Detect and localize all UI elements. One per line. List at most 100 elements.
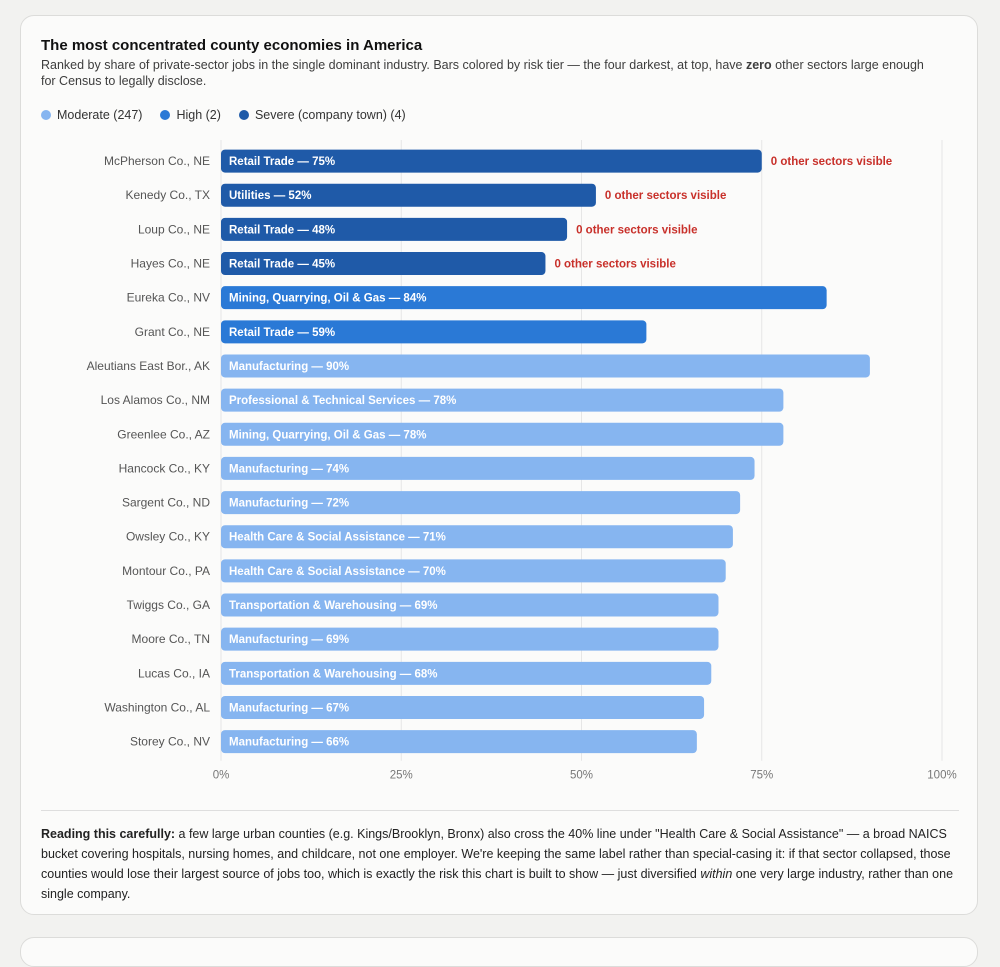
bar [221,491,741,515]
bar [221,661,712,685]
bar [221,559,726,583]
bar-row: Hayes Co., NE Retail Trade — 45% 0 other s… [131,252,676,276]
county-label: Greenlee Co., AZ [117,427,210,441]
footnote-divider [41,810,959,811]
bar-label: Retail Trade — 75% [229,156,335,168]
bar [221,456,755,480]
county-label: Aleutians East Bor., AK [87,359,210,373]
footnote-text-2: one very large industry, rather than one… [41,867,954,901]
bar [221,286,827,310]
bar-label: Manufacturing — 69% [229,634,349,646]
county-label: Owsley Co., KY [126,530,210,544]
legend: Moderate (247) High (2) Severe (company … [41,108,406,122]
county-label: Storey Co., NV [130,735,210,749]
bar [221,388,784,412]
bar-label: Health Care & Social Assistance — 70% [229,566,446,578]
bar-row: Grant Co., NE Retail Trade — 59% [135,320,647,344]
legend-swatch-moderate [41,110,51,120]
bar [221,593,719,617]
footnote-lead: Reading this carefully: [41,827,176,841]
bar-row: Storey Co., NV Manufacturing — 66% [130,730,697,754]
legend-label-moderate: Moderate (247) [57,108,143,122]
bar-label: Transportation & Warehousing — 69% [229,600,438,612]
county-label: Loup Co., NE [138,222,210,236]
x-tick-label: 75% [750,770,773,782]
legend-label-high: High (2) [176,108,221,122]
legend-item-high: High (2) [160,108,221,122]
bar-label: Retail Trade — 59% [229,327,335,339]
bar [221,183,596,207]
legend-label-severe: Severe (company town) (4) [254,108,406,122]
bar-annotation: 0 other sectors visible [576,224,697,236]
legend-swatch-severe [238,110,249,120]
x-tick-label: 0% [213,770,230,782]
bar-row: Greenlee Co., AZ Mining, Quarrying, Oil &… [117,422,784,446]
bar-row: Sargent Co., ND Manufacturing — 72% [122,491,741,515]
county-label: Lucas Co., IA [138,666,210,680]
bar-label: Manufacturing — 66% [229,737,349,749]
bar-row: Loup Co., NE Retail Trade — 48% 0 other se… [138,217,698,241]
legend-swatch-high [160,110,171,120]
bar [221,627,719,651]
bar-annotation: 0 other sectors visible [554,259,675,271]
chart-subtitle: Ranked by share of private-sector jobs i… [41,57,941,89]
county-label: Hayes Co., NE [131,257,210,271]
bar-row: Kenedy Co., TX Utilities — 52% 0 other sec… [126,183,726,207]
bar-row: Eureka Co., NV Mining, Quarrying, Oil & G… [127,286,827,310]
bar-label: Utilities — 52% [229,190,311,202]
bar-label: Manufacturing — 74% [229,463,349,475]
bar-row: Los Alamos Co., NM Professional & Technic… [101,388,784,412]
bar-chart: 0% 25% 50% 75% 100% McPherson Co., NE Retail T… [87,140,957,782]
bar [221,695,705,719]
bar [221,730,697,754]
bar-label: Mining, Quarrying, Oil & Gas — 84% [229,293,426,305]
bar [221,525,733,549]
bar [221,149,762,173]
footnote: Reading this carefully: a few large urba… [41,824,961,904]
county-label: Los Alamos Co., NM [101,393,210,407]
bar-label: Mining, Quarrying, Oil & Gas — 78% [229,429,426,441]
county-label: Moore Co., TN [132,632,210,646]
subtitle-emphasis: zero [745,58,772,72]
bar-label: Manufacturing — 72% [229,498,349,510]
bar-row: Owsley Co., KY Health Care & Social Assis… [126,525,733,549]
bar-label: Retail Trade — 48% [229,224,335,236]
bar-row: Montour Co., PA Health Care & Social Assi… [122,559,726,583]
chart-title: The most concentrated county economies i… [41,37,423,54]
next-card [20,937,978,967]
bar-row: Lucas Co., IA Transportation & Warehousin… [138,661,712,685]
x-tick-label: 50% [570,770,593,782]
subtitle-text-pre: Ranked by share of private-sector jobs i… [41,58,746,72]
bar [221,252,546,276]
county-label: McPherson Co., NE [104,154,210,168]
bar-row: Washington Co., AL Manufacturing — 67% [104,695,705,719]
county-label: Kenedy Co., TX [126,188,211,202]
county-label: Grant Co., NE [135,325,210,339]
bar-label: Health Care & Social Assistance — 71% [229,532,446,544]
bar-label: Manufacturing — 67% [229,702,349,714]
bar-row: Hancock Co., KY Manufacturing — 74% [119,456,755,480]
bar-row: McPherson Co., NE Retail Trade — 75% 0 oth… [104,149,892,173]
county-label: Eureka Co., NV [127,291,210,305]
x-tick-label: 25% [390,770,413,782]
county-label: Twiggs Co., GA [127,598,210,612]
bar-row: Moore Co., TN Manufacturing — 69% [132,627,719,651]
bar [221,320,647,344]
bar-label: Professional & Technical Services — 78% [229,395,456,407]
footnote-emphasis: within [700,867,733,881]
county-label: Montour Co., PA [122,564,210,578]
bar-annotation: 0 other sectors visible [605,190,726,202]
bar-label: Retail Trade — 45% [229,259,335,271]
bar-label: Manufacturing — 90% [229,361,349,373]
bar-row: Twiggs Co., GA Transportation & Warehousi… [127,593,719,617]
county-label: Sargent Co., ND [122,496,210,510]
county-label: Washington Co., AL [104,700,210,714]
bar [221,217,568,241]
legend-item-moderate: Moderate (247) [41,108,142,122]
bar-row: Aleutians East Bor., AK Manufacturing — 9… [87,354,870,378]
legend-item-severe: Severe (company town) (4) [238,108,406,122]
chart-card: The most concentrated county economies i… [20,15,978,915]
subtitle-text-post: other sectors large enough for Census to… [41,58,924,88]
county-label: Hancock Co., KY [119,461,210,475]
footnote-text-1: a few large urban counties (e.g. Kings/B… [41,827,951,881]
